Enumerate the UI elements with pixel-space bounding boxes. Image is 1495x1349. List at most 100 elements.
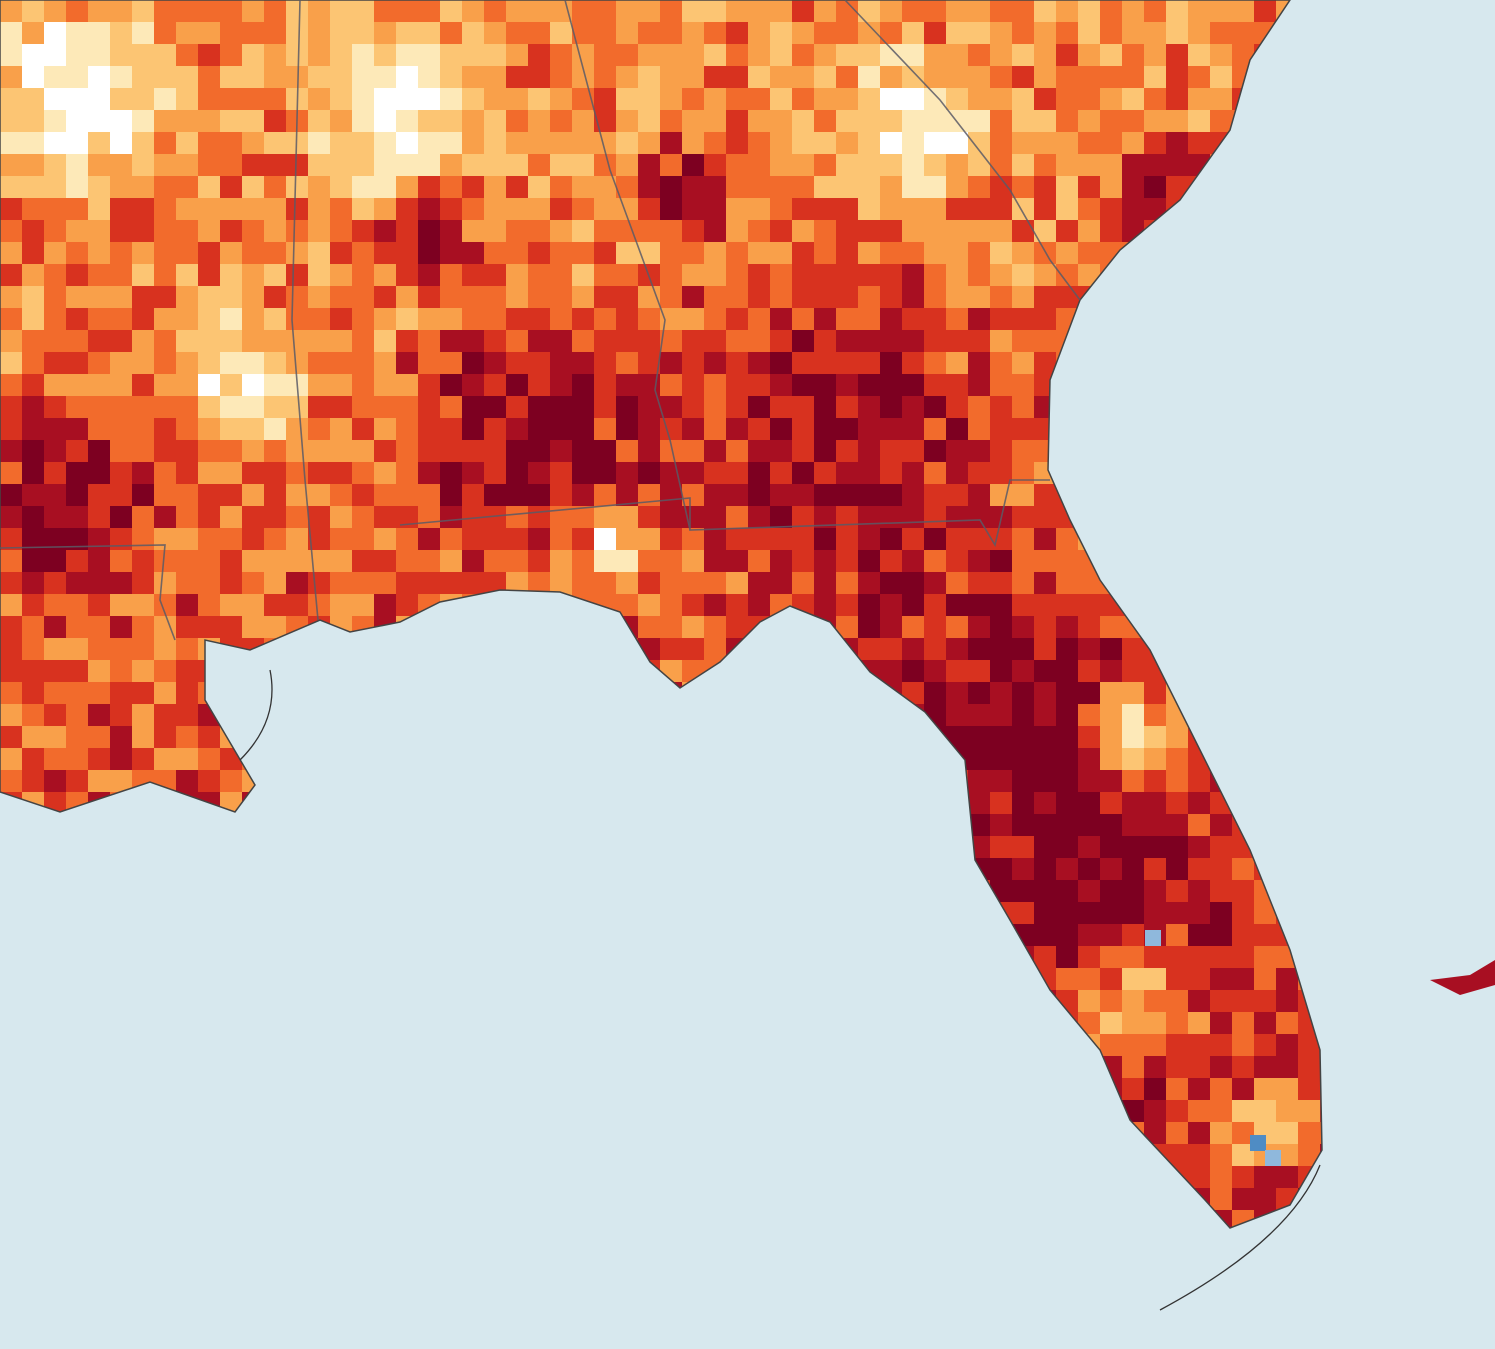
drought-cell xyxy=(374,242,396,264)
drought-cell xyxy=(242,44,264,66)
drought-cell xyxy=(352,22,374,44)
drought-cell xyxy=(1012,528,1034,550)
drought-cell xyxy=(22,352,44,374)
drought-cell xyxy=(660,616,682,638)
drought-cell xyxy=(836,110,858,132)
drought-cell xyxy=(0,0,22,22)
drought-cell xyxy=(880,110,902,132)
drought-cell xyxy=(506,242,528,264)
drought-cell xyxy=(814,44,836,66)
drought-cell xyxy=(1078,110,1100,132)
drought-cell xyxy=(682,198,704,220)
drought-cell xyxy=(814,88,836,110)
drought-cell xyxy=(858,374,880,396)
drought-cell xyxy=(924,44,946,66)
drought-cell xyxy=(1012,110,1034,132)
drought-cell xyxy=(22,242,44,264)
drought-cell xyxy=(330,66,352,88)
drought-cell xyxy=(1232,1144,1254,1166)
drought-cell xyxy=(726,352,748,374)
drought-cell xyxy=(308,198,330,220)
drought-cell xyxy=(1012,880,1034,902)
drought-cell xyxy=(44,66,66,88)
drought-cell xyxy=(44,88,66,110)
drought-cell xyxy=(968,638,990,660)
drought-cell xyxy=(1100,22,1122,44)
drought-cell xyxy=(1254,1188,1276,1210)
drought-cell xyxy=(704,88,726,110)
drought-cell xyxy=(242,396,264,418)
drought-cell xyxy=(1034,836,1056,858)
drought-cell xyxy=(616,154,638,176)
drought-cell xyxy=(594,484,616,506)
drought-cell xyxy=(44,154,66,176)
drought-cell xyxy=(1254,1166,1276,1188)
drought-cell xyxy=(1012,484,1034,506)
drought-cell xyxy=(770,132,792,154)
drought-cell xyxy=(506,220,528,242)
drought-cell xyxy=(528,0,550,22)
drought-cell xyxy=(1034,352,1056,374)
drought-cell xyxy=(0,242,22,264)
drought-cell xyxy=(572,484,594,506)
drought-cell xyxy=(1100,792,1122,814)
drought-cell xyxy=(154,660,176,682)
drought-cell xyxy=(22,110,44,132)
drought-cell xyxy=(198,176,220,198)
drought-cell xyxy=(198,770,220,792)
drought-cell xyxy=(858,132,880,154)
drought-cell xyxy=(176,660,198,682)
drought-cell xyxy=(616,396,638,418)
drought-cell xyxy=(22,264,44,286)
drought-cell xyxy=(176,594,198,616)
drought-cell xyxy=(176,66,198,88)
drought-cell xyxy=(1012,374,1034,396)
drought-cell xyxy=(330,528,352,550)
drought-cell xyxy=(176,88,198,110)
drought-cell xyxy=(132,528,154,550)
drought-cell xyxy=(506,66,528,88)
drought-cell xyxy=(66,44,88,66)
drought-cell xyxy=(242,440,264,462)
drought-cell xyxy=(902,462,924,484)
drought-cell xyxy=(880,616,902,638)
drought-cell xyxy=(1298,1056,1320,1078)
drought-cell xyxy=(990,396,1012,418)
drought-cell xyxy=(176,704,198,726)
drought-cell xyxy=(484,220,506,242)
state-borders xyxy=(0,0,1081,641)
drought-cell xyxy=(374,88,396,110)
drought-cell xyxy=(330,462,352,484)
drought-cell xyxy=(1122,748,1144,770)
drought-cell xyxy=(44,770,66,792)
drought-cell xyxy=(528,374,550,396)
drought-cell xyxy=(418,198,440,220)
drought-cell xyxy=(638,242,660,264)
drought-cell xyxy=(968,418,990,440)
drought-cell xyxy=(264,308,286,330)
drought-cell xyxy=(440,506,462,528)
drought-cell xyxy=(220,396,242,418)
drought-cell xyxy=(0,110,22,132)
drought-cell xyxy=(264,286,286,308)
drought-cell xyxy=(1144,154,1166,176)
drought-cell xyxy=(902,176,924,198)
drought-cell xyxy=(330,154,352,176)
drought-cell xyxy=(572,462,594,484)
drought-cell xyxy=(1056,682,1078,704)
drought-cell xyxy=(638,308,660,330)
drought-cell xyxy=(836,374,858,396)
drought-cell xyxy=(880,528,902,550)
drought-cell xyxy=(132,374,154,396)
drought-cell xyxy=(176,132,198,154)
drought-cell xyxy=(660,440,682,462)
drought-cell xyxy=(660,352,682,374)
drought-cell xyxy=(154,198,176,220)
drought-cell xyxy=(990,132,1012,154)
drought-cell xyxy=(88,396,110,418)
drought-cell xyxy=(506,308,528,330)
drought-cell xyxy=(1034,110,1056,132)
drought-cell xyxy=(176,286,198,308)
drought-cell xyxy=(220,770,242,792)
drought-cell xyxy=(352,242,374,264)
